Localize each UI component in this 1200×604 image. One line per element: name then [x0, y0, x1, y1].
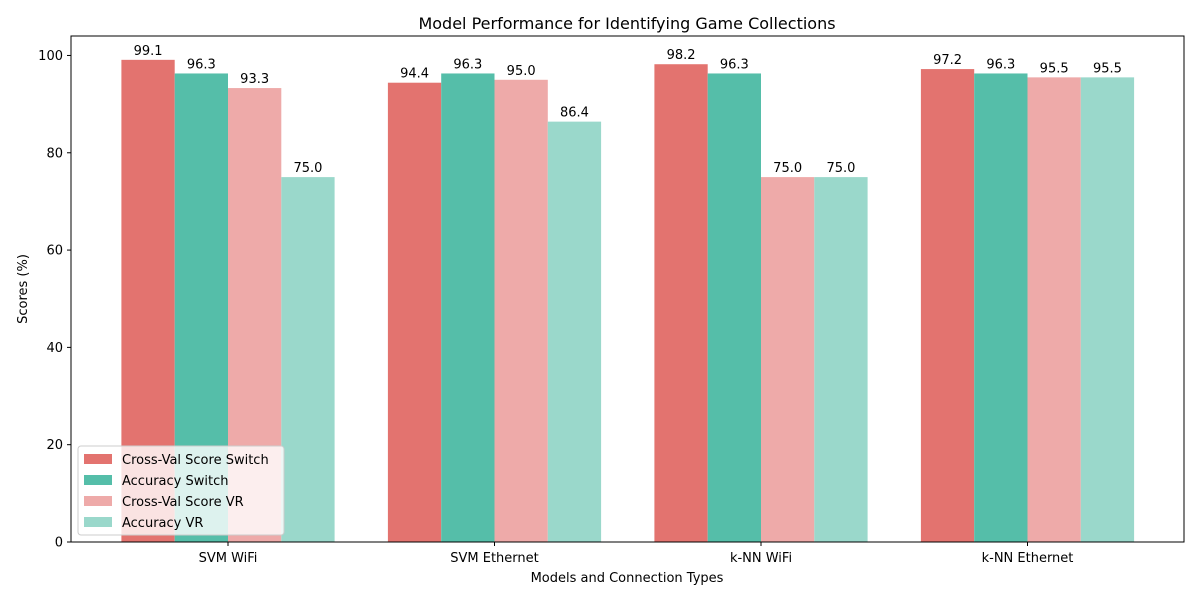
legend-label: Accuracy Switch — [122, 474, 228, 489]
legend-label: Accuracy VR — [122, 516, 203, 531]
plot-frame — [70, 35, 1185, 543]
bar-value-label: 86.4 — [560, 106, 589, 121]
bar-value-label: 99.1 — [134, 44, 163, 59]
bar-value-label: 75.0 — [293, 161, 322, 176]
bar-value-label: 95.0 — [507, 64, 536, 79]
bar-value-label: 96.3 — [986, 57, 1015, 72]
bar-value-label: 75.0 — [773, 161, 802, 176]
bar-value-label: 93.3 — [240, 72, 269, 87]
bar — [281, 177, 335, 542]
bar — [761, 177, 815, 542]
bar — [814, 177, 868, 542]
bar — [707, 73, 761, 542]
legend-box — [77, 445, 285, 536]
bar-value-label: 96.3 — [453, 57, 482, 72]
legend-label: Cross-Val Score VR — [122, 495, 244, 510]
bar-value-label: 97.2 — [933, 53, 962, 68]
bar — [1080, 77, 1135, 542]
bar-value-label: 95.5 — [1040, 61, 1069, 76]
bar — [654, 64, 708, 542]
bar — [1027, 77, 1081, 542]
x-tick-label: k-NN WiFi — [730, 551, 792, 566]
bar-value-label: 96.3 — [720, 57, 749, 72]
x-tick-label: k-NN Ethernet — [982, 551, 1074, 566]
bar-value-label: 75.0 — [826, 161, 855, 176]
legend-swatch — [84, 496, 112, 506]
y-tick-label: 80 — [46, 146, 63, 161]
x-tick-label: SVM WiFi — [199, 551, 258, 566]
bar — [547, 121, 602, 542]
x-axis-title: Models and Connection Types — [531, 571, 724, 586]
legend: Cross-Val Score Switch Accuracy Switch Cro… — [77, 445, 285, 536]
y-tick-label: 60 — [46, 244, 63, 259]
legend-swatch — [84, 454, 112, 464]
y-axis-title: Scores (%) — [16, 254, 31, 324]
bar — [494, 79, 548, 543]
y-tick-label: 20 — [46, 438, 63, 453]
y-tick-label: 0 — [55, 536, 63, 551]
legend-label: Cross-Val Score Switch — [122, 453, 269, 468]
bar-value-label: 95.5 — [1093, 61, 1122, 76]
x-tick-label: SVM Ethernet — [450, 551, 539, 566]
y-axis: 0 20 40 60 80 100 — [38, 49, 71, 551]
bar-value-label: 94.4 — [400, 67, 429, 82]
bar — [920, 69, 975, 542]
bar-value-label: 96.3 — [187, 57, 216, 72]
bar — [974, 73, 1028, 542]
legend-swatch — [84, 517, 112, 527]
chart-title: Model Performance for Identifying Game C… — [418, 14, 835, 33]
bar — [441, 73, 495, 542]
y-tick-label: 100 — [38, 49, 63, 64]
bar — [387, 82, 442, 542]
legend-swatch — [84, 475, 112, 485]
x-axis: SVM WiFi SVM Ethernet k-NN WiFi k-NN Ethern… — [199, 542, 1074, 566]
bar-labels-layer: 99.1 94.4 98.2 97.2 96.3 96.3 96.3 96.3 93.3 95.0… — [134, 44, 1122, 176]
bar-value-label: 98.2 — [667, 48, 696, 63]
y-tick-label: 40 — [46, 341, 63, 356]
